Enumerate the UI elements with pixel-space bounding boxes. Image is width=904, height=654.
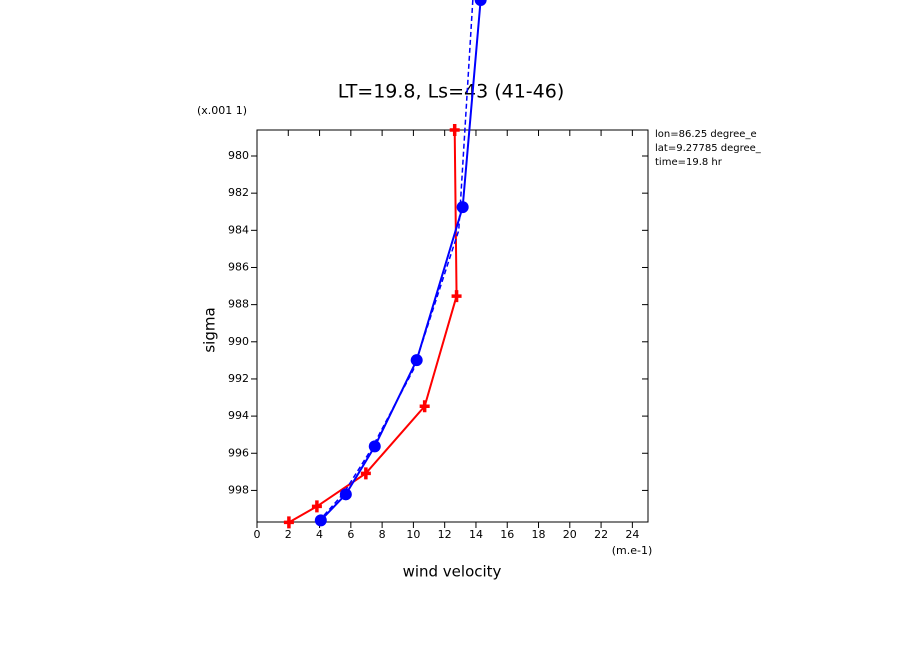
y-tick-label: 988 [228,298,249,311]
point [339,488,352,501]
point [456,201,469,214]
x-tick-label: 6 [347,528,354,541]
annotation: lon=86.25 degree_e [655,129,757,140]
x-tick-label: 16 [500,528,514,541]
annotation: time=19.8 hr [655,157,723,168]
x-tick-label: 14 [469,528,483,541]
point [451,290,462,303]
y-tick-label: 980 [228,149,249,162]
y-tick-label: 996 [228,446,249,459]
x-tick-label: 10 [406,528,420,541]
point [283,516,294,529]
annotation: lat=9.27785 degree_ [655,143,762,154]
series-line [320,0,482,522]
series-line [317,0,474,523]
y-tick-label: 982 [228,186,249,199]
y-units: (x.001 1) [197,104,247,117]
x-tick-label: 24 [625,528,639,541]
x-tick-label: 4 [316,528,323,541]
point [311,500,322,513]
x-tick-label: 22 [594,528,608,541]
point [474,0,487,6]
point [360,467,371,480]
y-tick-label: 990 [228,335,249,348]
x-tick-label: 0 [254,528,261,541]
y-tick-label: 998 [228,483,249,496]
x-tick-label: 2 [285,528,292,541]
x-tick-label: 8 [379,528,386,541]
y-tick-label: 994 [228,409,249,422]
y-tick-label: 992 [228,372,249,385]
y-tick-label: 986 [228,260,249,273]
point [419,400,430,413]
x-axis-label: wind velocity [403,563,502,581]
point [449,124,460,136]
point [410,354,423,367]
point [314,514,327,527]
x-tick-label: 12 [438,528,452,541]
plot-frame [256,129,649,523]
series-line [288,129,458,524]
y-axis-label: sigma [201,307,219,352]
x-units: (m.e-1) [612,544,653,557]
y-tick-label: 984 [228,223,249,236]
x-tick-label: 18 [532,528,546,541]
chart-title: LT=19.8, Ls=43 (41-46) [338,81,565,103]
x-tick-label: 20 [563,528,577,541]
